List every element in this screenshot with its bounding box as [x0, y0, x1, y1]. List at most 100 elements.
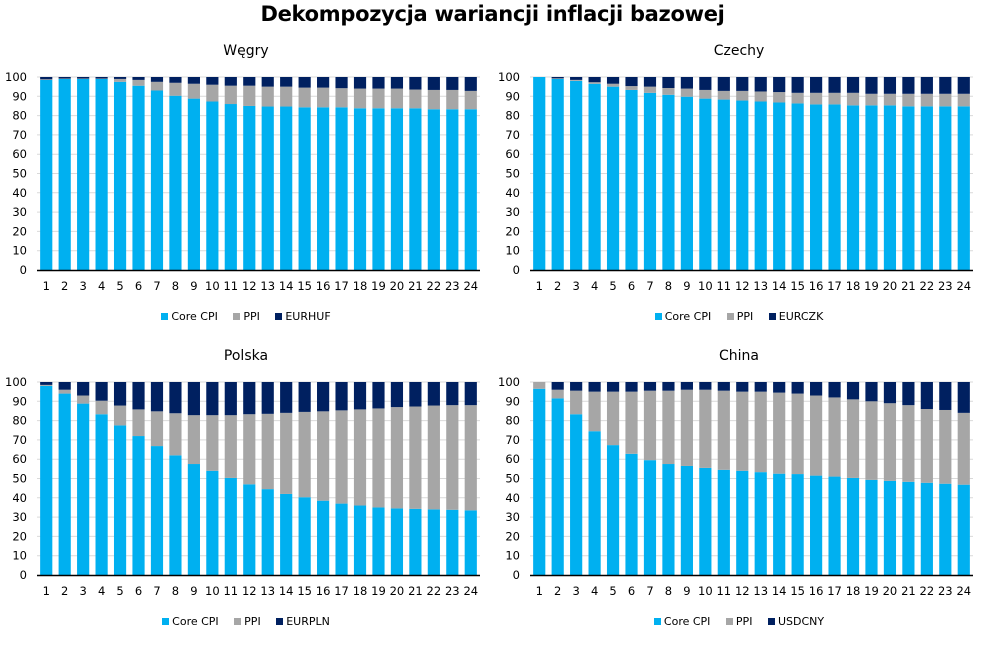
x-tick-label: 4 [98, 279, 105, 293]
x-tick-label: 18 [353, 279, 368, 293]
y-tick-label: 70 [505, 128, 520, 142]
bar-segment-ppi [465, 91, 477, 109]
bar-segment-eurhuf [132, 77, 144, 80]
y-tick-label: 100 [5, 375, 27, 389]
bar-segment-usdcny [589, 382, 601, 392]
x-tick-label: 17 [334, 584, 349, 598]
legend-swatch [161, 313, 168, 320]
bar-segment-eurpln [169, 382, 181, 413]
bar-segment-core-cpi [552, 398, 564, 575]
bar-segment-eurpln [354, 382, 366, 409]
chart-legend: Core CPI PPI EURHUF [0, 310, 492, 323]
legend-item-ppi: PPI [727, 310, 754, 323]
bar-segment-ppi [736, 392, 748, 471]
bar-segment-core-cpi [428, 509, 440, 575]
bar-segment-core-cpi [718, 470, 730, 575]
y-tick-label: 50 [12, 472, 27, 486]
bar-segment-core-cpi [280, 107, 292, 270]
bar-segment-ppi [921, 409, 933, 483]
legend-item-core-cpi: Core CPI [161, 310, 218, 323]
x-tick-label: 19 [371, 279, 386, 293]
y-tick-label: 60 [505, 452, 520, 466]
bar-segment-core-cpi [40, 80, 52, 270]
x-tick-label: 2 [554, 279, 561, 293]
x-tick-label: 16 [316, 584, 331, 598]
bar-segment-eurczk [589, 77, 601, 82]
bar-segment-core-cpi [847, 478, 859, 575]
x-tick-label: 14 [279, 584, 294, 598]
x-tick-label: 8 [665, 279, 672, 293]
bar-segment-core-cpi [589, 431, 601, 575]
x-tick-label: 20 [883, 584, 898, 598]
x-tick-label: 18 [846, 584, 861, 598]
bar-segment-eurhuf [391, 77, 403, 89]
bar-segment-eurczk [570, 77, 582, 80]
x-tick-label: 13 [753, 584, 768, 598]
bar-segment-core-cpi [921, 106, 933, 270]
bar-segment-eurczk [810, 77, 822, 93]
bar-segment-core-cpi [59, 79, 71, 270]
bar-segment-eurpln [206, 382, 218, 415]
bar-segment-eurhuf [335, 77, 347, 88]
bar-segment-ppi [206, 85, 218, 102]
x-tick-label: 5 [116, 279, 123, 293]
x-tick-label: 3 [572, 279, 579, 293]
legend-item-ppi: PPI [234, 615, 261, 628]
bar-segment-ppi [132, 409, 144, 436]
bar-segment-ppi [865, 401, 877, 480]
y-tick-label: 10 [505, 244, 520, 258]
bar-segment-ppi [662, 88, 674, 95]
y-tick-label: 10 [505, 549, 520, 563]
x-tick-label: 14 [279, 279, 294, 293]
bar-segment-ppi [446, 405, 458, 510]
bar-segment-eurhuf [317, 77, 329, 88]
x-tick-label: 21 [901, 279, 916, 293]
bar-segment-core-cpi [409, 509, 421, 575]
legend-item-fx: EURPLN [276, 615, 330, 628]
bar-segment-eurczk [662, 77, 674, 88]
x-tick-label: 7 [646, 279, 653, 293]
bar-segment-ppi [354, 89, 366, 109]
bar-segment-eurhuf [59, 77, 71, 79]
bar-segment-eurczk [792, 77, 804, 93]
bar-segment-eurczk [902, 77, 914, 94]
x-tick-label: 17 [827, 279, 842, 293]
x-tick-label: 8 [172, 279, 179, 293]
x-tick-label: 6 [628, 279, 635, 293]
x-tick-label: 4 [591, 584, 598, 598]
legend-swatch [233, 313, 240, 320]
bar-segment-core-cpi [773, 102, 785, 270]
bar-segment-eurpln [243, 382, 255, 414]
x-tick-label: 15 [790, 584, 805, 598]
legend-item-core-cpi: Core CPI [162, 615, 219, 628]
x-tick-label: 11 [223, 584, 238, 598]
bar-segment-usdcny [828, 382, 840, 397]
bar-segment-eurpln [391, 382, 403, 407]
legend-swatch [768, 618, 775, 625]
bar-segment-core-cpi [699, 99, 711, 270]
bar-segment-eurczk [644, 77, 656, 87]
bar-segment-ppi [773, 393, 785, 474]
y-tick-label: 80 [505, 109, 520, 123]
bar-segment-usdcny [755, 382, 767, 392]
bar-segment-usdcny [718, 382, 730, 391]
bar-segment-ppi [902, 405, 914, 482]
x-tick-label: 24 [463, 279, 478, 293]
bar-segment-eurhuf [372, 77, 384, 89]
bar-segment-usdcny [570, 382, 582, 391]
bar-segment-core-cpi [533, 389, 545, 575]
y-tick-label: 40 [505, 186, 520, 200]
bar-segment-ppi [939, 94, 951, 107]
bar-segment-core-cpi [446, 510, 458, 575]
bar-segment-core-cpi [243, 106, 255, 270]
legend-swatch [234, 618, 241, 625]
bar-segment-ppi [262, 414, 274, 489]
legend-swatch [655, 313, 662, 320]
bar-segment-core-cpi [114, 82, 126, 270]
bar-segment-eurpln [465, 382, 477, 405]
bar-segment-ppi [939, 410, 951, 484]
bar-segment-ppi [884, 403, 896, 481]
bar-segment-core-cpi [225, 104, 237, 270]
